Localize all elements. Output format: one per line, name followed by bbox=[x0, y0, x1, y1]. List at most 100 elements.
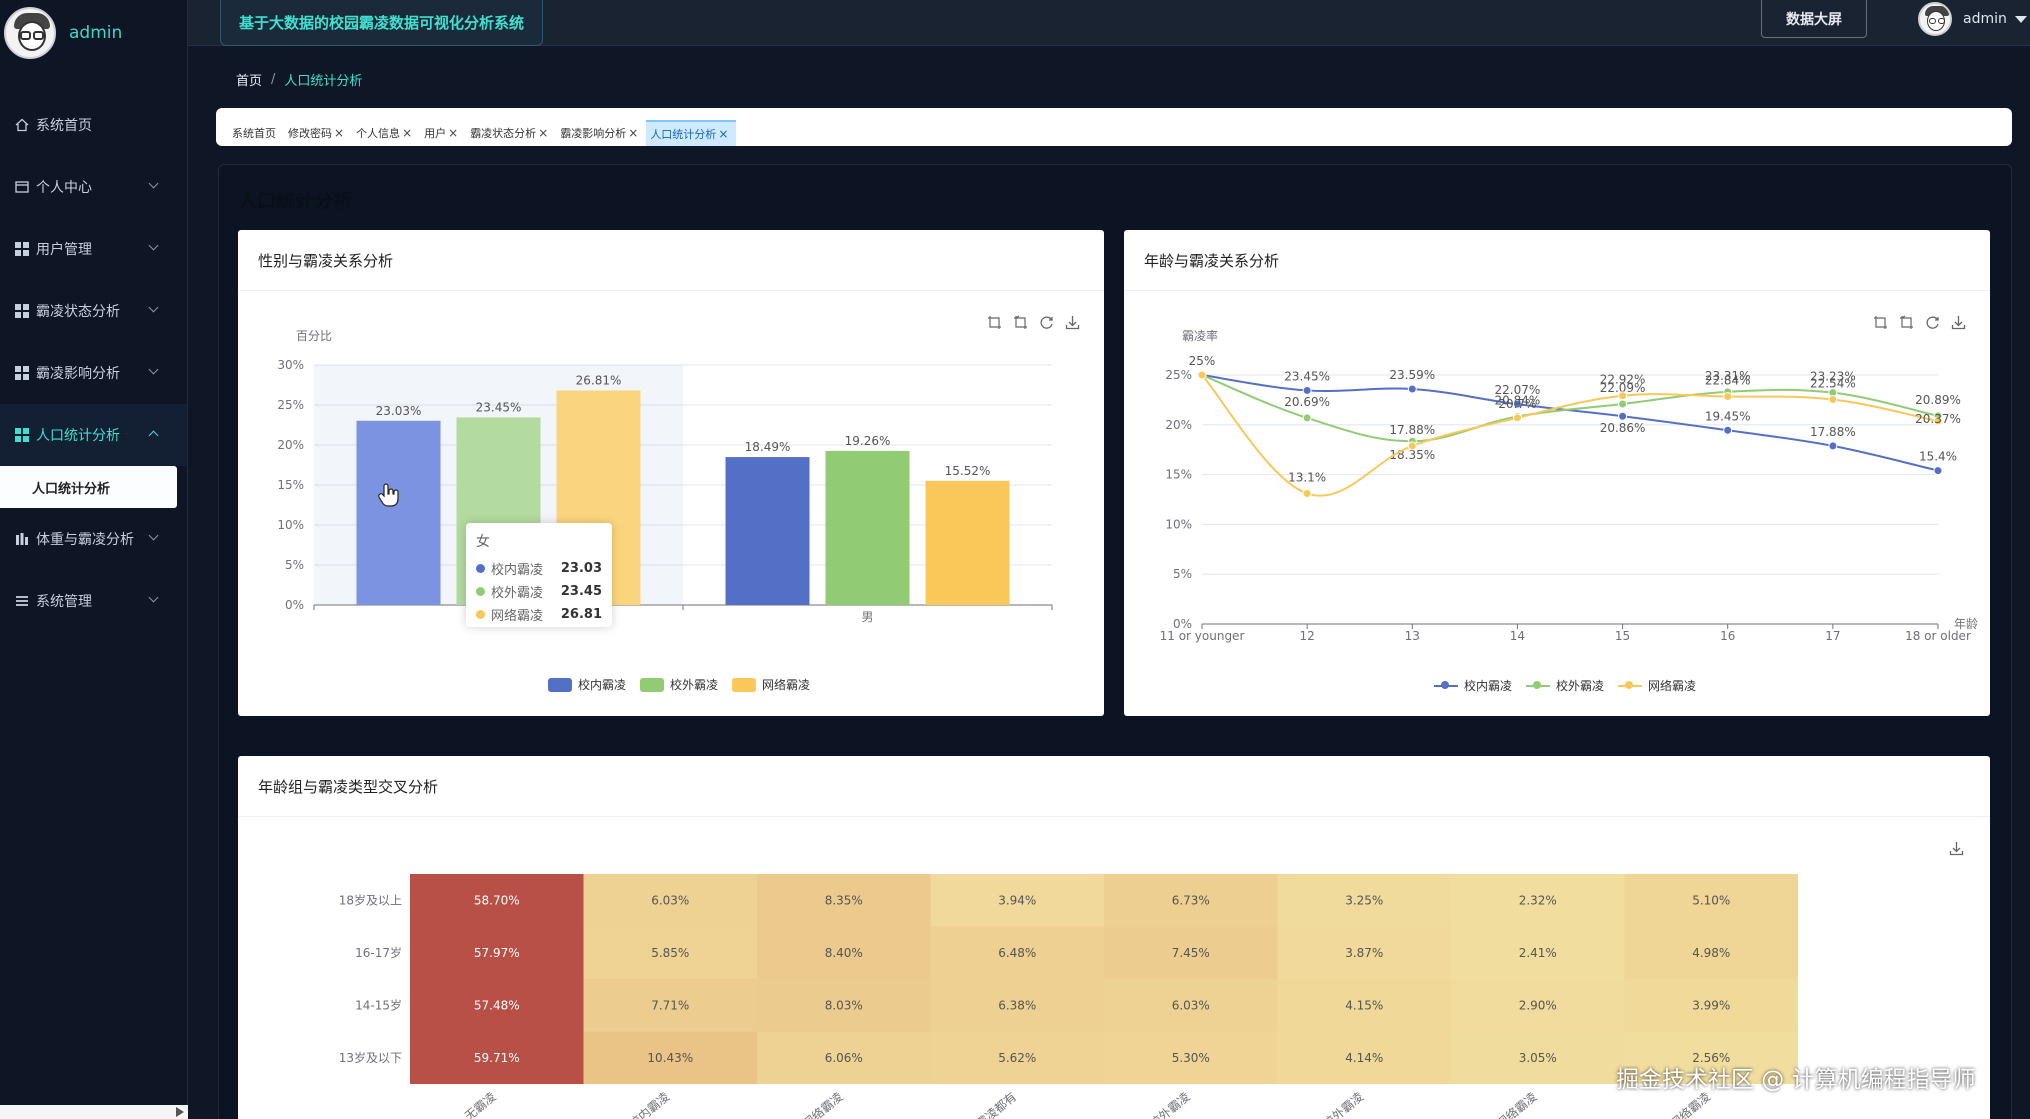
data-screen-button[interactable]: 数据大屏 bbox=[1761, 0, 1867, 38]
legend-item[interactable]: 校外霸凌 bbox=[640, 676, 718, 693]
tab-home[interactable]: 系统首页 bbox=[228, 120, 284, 146]
x-tick-label: 无霸凌 bbox=[462, 1090, 499, 1119]
data-label: 17.88% bbox=[1810, 425, 1856, 439]
tooltip-label: 网络霸凌 bbox=[491, 609, 544, 624]
tooltip-label: 校外霸凌 bbox=[491, 586, 544, 601]
tab-label: 修改密码 bbox=[288, 127, 332, 140]
x-tick-label: 三种霸凌都有 bbox=[955, 1090, 1019, 1119]
data-label: 23.59% bbox=[1389, 368, 1435, 382]
data-label: 15.52% bbox=[945, 464, 991, 478]
zoom-reset-icon[interactable] bbox=[1898, 314, 1914, 330]
watermark: 掘金技术社区 @ 计算机编程指导师 bbox=[1616, 1067, 1976, 1093]
data-point bbox=[1407, 384, 1417, 394]
sidebar-item-label: 系统首页 bbox=[36, 118, 92, 134]
legend-label: 校内霸凌 bbox=[1464, 679, 1513, 693]
chart-toolbox bbox=[1872, 314, 1966, 330]
cross-heatmap[interactable]: 18岁及以上 58.70% 6.03% 8.35% 3.94% 6.73% 3.25% 2.3… bbox=[238, 816, 1990, 1119]
close-icon[interactable]: × bbox=[718, 127, 729, 141]
x-tick-label: 12 bbox=[1300, 629, 1315, 643]
x-tick-label: 18 or older bbox=[1905, 629, 1971, 643]
data-label: 20.89% bbox=[1915, 393, 1961, 407]
heatmap-cell bbox=[1104, 979, 1278, 1032]
data-point bbox=[1197, 370, 1207, 380]
divider bbox=[1124, 290, 1990, 291]
legend-item[interactable]: 校内霸凌 bbox=[1434, 677, 1512, 694]
data-label: 22.84% bbox=[1705, 374, 1751, 388]
close-icon[interactable]: × bbox=[334, 126, 345, 140]
zoom-reset-icon[interactable] bbox=[1012, 314, 1028, 330]
gender-bar-chart[interactable]: 百分比 0% 5% 10% 15% 20% 25% 30% 女 23.03% 23.45% 26.81… bbox=[238, 290, 1104, 690]
cell-label: 3.99% bbox=[1692, 998, 1730, 1012]
tab-demographics[interactable]: 人口统计分析 × bbox=[646, 120, 737, 146]
data-label: 19.45% bbox=[1705, 409, 1751, 423]
data-point bbox=[1512, 399, 1522, 409]
heatmap-cell bbox=[1104, 874, 1278, 927]
cell-label: 3.25% bbox=[1345, 893, 1383, 907]
sidebar-collapse-button[interactable] bbox=[0, 1105, 188, 1119]
download-icon[interactable] bbox=[1064, 314, 1080, 330]
cell-label: 58.70% bbox=[474, 893, 520, 907]
legend-label: 网络霸凌 bbox=[762, 678, 811, 692]
series-line bbox=[1201, 374, 1939, 443]
tab-bar: 系统首页 修改密码 × 个人信息 × 用户 × 霸凌状态分析 × 霸凌影响分析 × 人口统… bbox=[216, 108, 2012, 146]
sidebar-item-home[interactable]: 系统首页 bbox=[0, 94, 187, 156]
legend-item[interactable]: 校内霸凌 bbox=[548, 676, 626, 693]
close-icon[interactable]: × bbox=[448, 126, 459, 140]
tab-bullying-status[interactable]: 霸凌状态分析 × bbox=[466, 120, 556, 146]
close-icon[interactable]: × bbox=[402, 126, 413, 140]
x-tick-label: 17 bbox=[1825, 629, 1840, 643]
tooltip-value: 23.45 bbox=[560, 584, 602, 599]
tab-users[interactable]: 用户 × bbox=[420, 120, 466, 146]
sidebar-item-bullying-impact[interactable]: 霸凌影响分析 bbox=[0, 342, 187, 404]
cell-label: 10.43% bbox=[647, 1051, 693, 1065]
chart-legend: 校内霸凌 校外霸凌 网络霸凌 bbox=[548, 676, 810, 693]
list-icon bbox=[14, 593, 30, 609]
data-label: 15.4% bbox=[1919, 450, 1957, 464]
sidebar-subitem-demographics[interactable]: 人口统计分析 bbox=[0, 466, 177, 508]
user-menu[interactable]: admin bbox=[1918, 0, 2027, 38]
legend-item[interactable]: 校外霸凌 bbox=[1526, 677, 1604, 694]
chevron-down-icon bbox=[148, 302, 159, 313]
sidebar-item-system[interactable]: 系统管理 bbox=[0, 570, 187, 632]
zoom-icon[interactable] bbox=[986, 314, 1002, 330]
close-icon[interactable]: × bbox=[628, 126, 639, 140]
zoom-icon[interactable] bbox=[1872, 314, 1888, 330]
tooltip-row: 校内霸凌 23.03 bbox=[476, 557, 602, 580]
cell-label: 5.62% bbox=[998, 1051, 1036, 1065]
sidebar-item-weight[interactable]: 体重与霸凌分析 bbox=[0, 508, 187, 570]
data-label: 23.31% bbox=[1705, 369, 1751, 383]
heatmap-cell bbox=[583, 979, 757, 1032]
tab-label: 系统首页 bbox=[232, 127, 276, 140]
heatmap-cell bbox=[583, 926, 757, 979]
cell-label: 57.48% bbox=[474, 998, 520, 1012]
cell-label: 2.32% bbox=[1519, 893, 1557, 907]
tab-bullying-impact[interactable]: 霸凌影响分析 × bbox=[556, 120, 646, 146]
close-icon[interactable]: × bbox=[538, 126, 549, 140]
legend-label: 校内霸凌 bbox=[578, 678, 627, 692]
data-point bbox=[1302, 489, 1312, 499]
download-icon[interactable] bbox=[1950, 314, 1966, 330]
refresh-icon[interactable] bbox=[1038, 314, 1054, 330]
heatmap-cell bbox=[1624, 874, 1798, 927]
x-tick-label: 男 bbox=[861, 610, 873, 624]
sidebar-item-demographics[interactable]: 人口统计分析 bbox=[0, 404, 187, 466]
tab-change-password[interactable]: 修改密码 × bbox=[284, 120, 352, 146]
heatmap-cell bbox=[1104, 926, 1278, 979]
legend-item[interactable]: 网络霸凌 bbox=[1618, 677, 1696, 694]
top-header: 基于大数据的校园霸凌数据可视化分析系统 数据大屏 admin bbox=[188, 0, 2030, 46]
cell-label: 6.06% bbox=[825, 1051, 863, 1065]
download-icon[interactable] bbox=[1948, 840, 1964, 856]
chart-toolbox bbox=[986, 314, 1080, 330]
legend-item[interactable]: 网络霸凌 bbox=[732, 676, 810, 693]
refresh-icon[interactable] bbox=[1924, 314, 1940, 330]
breadcrumb-home[interactable]: 首页 bbox=[236, 74, 263, 89]
sidebar-item-bullying-status[interactable]: 霸凌状态分析 bbox=[0, 280, 187, 342]
tooltip-title: 女 bbox=[476, 534, 490, 550]
y-tick-label: 15% bbox=[277, 478, 304, 492]
tab-profile[interactable]: 个人信息 × bbox=[352, 120, 420, 146]
sidebar-item-users[interactable]: 用户管理 bbox=[0, 218, 187, 280]
y-tick-label: 18岁及以上 bbox=[339, 892, 402, 907]
sidebar-item-personal[interactable]: 个人中心 bbox=[0, 156, 187, 218]
x-tick-label: 16 bbox=[1720, 629, 1735, 643]
